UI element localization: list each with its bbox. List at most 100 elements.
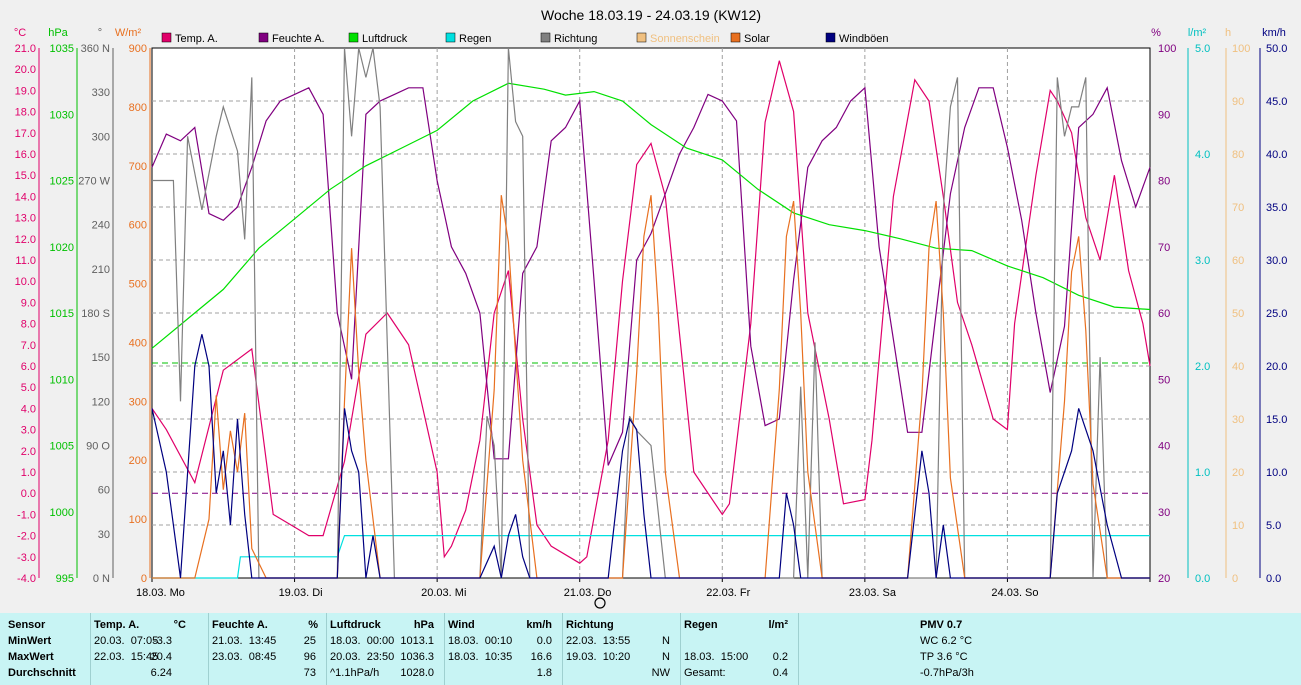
sunshine-tick-label: 10: [1232, 520, 1244, 532]
x-tick-label: 22.03. Fr: [706, 587, 750, 599]
rain-tick-label: 1.0: [1195, 467, 1210, 479]
direction-tick-label: 360 N: [81, 43, 110, 55]
stats-row-label: Durchschnitt: [8, 667, 76, 679]
stats-divider: [326, 613, 327, 685]
pressure-tick-label: 1025: [50, 176, 74, 188]
temp-tick-label: 7.0: [21, 340, 36, 352]
direction-axis-unit: °: [98, 27, 102, 39]
stats-cell: 18.03. 00:00: [330, 635, 395, 647]
direction-tick-label: 210: [92, 264, 110, 276]
rain-tick-label: 2.0: [1195, 361, 1210, 373]
stats-header: Temp. A.: [94, 619, 140, 631]
direction-tick-label: 240: [92, 220, 110, 232]
stats-unit: hPa: [413, 619, 434, 631]
stats-divider: [208, 613, 209, 685]
pressure-tick-label: 1010: [50, 374, 74, 386]
sunshine-tick-label: 60: [1232, 255, 1244, 267]
chart-title: Woche 18.03.19 - 24.03.19 (KW12): [541, 7, 761, 23]
wind-tick-label: 40.0: [1266, 149, 1287, 161]
stats-value: 1013.1: [400, 635, 434, 647]
stats-cell: 20.03. 07:05: [94, 635, 159, 647]
stats-row-label: MaxWert: [8, 651, 54, 663]
solar-tick-label: 0: [141, 573, 147, 585]
sunshine-tick-label: 50: [1232, 308, 1244, 320]
stats-value: 1036.3: [400, 651, 434, 663]
temp-tick-label: -3.0: [17, 552, 36, 564]
temp-tick-label: 13.0: [15, 213, 36, 225]
stats-cell: 19.03. 10:20: [566, 651, 631, 663]
temp-tick-label: -4.0: [17, 573, 36, 585]
temp-tick-label: 21.0: [15, 43, 36, 55]
stats-cell: ^1.1hPa/h: [330, 667, 380, 679]
solar-tick-label: 200: [129, 455, 147, 467]
wind-tick-label: 10.0: [1266, 467, 1287, 479]
legend-swatch: [258, 32, 269, 43]
pressure-tick-label: 1005: [50, 441, 74, 453]
legend-swatch: [161, 32, 172, 43]
humidity-tick-label: 90: [1158, 109, 1170, 121]
moon-phase-icon: [594, 597, 606, 609]
stats-divider: [90, 613, 91, 685]
stats-cell: -0.7hPa/3h: [920, 667, 974, 679]
humidity-tick-label: 50: [1158, 374, 1170, 386]
humidity-tick-label: 80: [1158, 176, 1170, 188]
wind-tick-label: 35.0: [1266, 202, 1287, 214]
solar-tick-label: 900: [129, 43, 147, 55]
stats-header: Wind: [448, 619, 475, 631]
solar-tick-label: 800: [129, 102, 147, 114]
weather-chart: Woche 18.03.19 - 24.03.19 (KW12) °C 21.0 20…: [14, 7, 1287, 609]
series-line-temp-a: [151, 60, 1151, 564]
sunshine-tick-label: 30: [1232, 414, 1244, 426]
rain-tick-label: 5.0: [1195, 43, 1210, 55]
x-tick-label: 21.03. Do: [564, 587, 612, 599]
x-tick-label: 24.03. So: [991, 587, 1038, 599]
temp-tick-label: 18.0: [15, 107, 36, 119]
stats-header: Regen: [684, 619, 718, 631]
stats-header: Richtung: [566, 619, 614, 631]
wind-axis-unit: km/h: [1262, 27, 1286, 39]
temp-tick-label: 17.0: [15, 128, 36, 140]
legend-swatch: [348, 32, 359, 43]
temp-tick-label: 2.0: [21, 446, 36, 458]
stats-value: 20.4: [150, 651, 172, 663]
legend-label: Feuchte A.: [272, 33, 325, 45]
humidity-tick-label: 70: [1158, 242, 1170, 254]
stats-divider: [562, 613, 563, 685]
x-tick-label: 18.03. Mo: [136, 587, 185, 599]
series-line-windb-en: [151, 334, 1150, 579]
stats-value: 25: [303, 635, 316, 647]
rain-tick-label: 4.0: [1195, 149, 1210, 161]
stats-value: NW: [651, 667, 670, 679]
stats-cell: 23.03. 08:45: [212, 651, 277, 663]
pressure-tick-label: 1015: [50, 308, 74, 320]
stats-unit: °C: [173, 619, 186, 631]
temp-tick-label: 20.0: [15, 64, 36, 76]
temp-tick-label: 11.0: [15, 255, 36, 267]
pressure-tick-label: 1035: [50, 43, 74, 55]
direction-tick-label: 180 S: [81, 308, 110, 320]
temp-tick-label: -1.0: [17, 509, 36, 521]
stats-table: Sensor MinWert MaxWert Durchschnitt Temp. A.…: [0, 613, 1301, 685]
temp-tick-label: 5.0: [21, 382, 36, 394]
temp-tick-label: 12.0: [15, 234, 36, 246]
stats-divider: [798, 613, 799, 685]
x-tick-label: 19.03. Di: [279, 587, 323, 599]
pressure-axis-unit: hPa: [48, 27, 68, 39]
temp-tick-label: -2.0: [17, 531, 36, 543]
stats-value: 6.24: [150, 667, 172, 679]
humidity-tick-label: 100: [1158, 43, 1176, 55]
temp-tick-label: 1.0: [21, 467, 36, 479]
legend-label: Richtung: [554, 33, 597, 45]
legend-label: Luftdruck: [362, 33, 408, 45]
x-tick-label: 23.03. Sa: [849, 587, 897, 599]
pressure-tick-label: 1020: [50, 242, 74, 254]
x-tick-label: 20.03. Mi: [421, 587, 466, 599]
stats-value: N: [662, 635, 670, 647]
stats-divider: [680, 613, 681, 685]
temp-tick-label: 15.0: [15, 170, 36, 182]
humidity-tick-label: 30: [1158, 507, 1170, 519]
sunshine-tick-label: 80: [1232, 149, 1244, 161]
stats-cell: 20.03. 23:50: [330, 651, 395, 663]
direction-tick-label: 120: [92, 396, 110, 408]
temp-tick-label: 16.0: [15, 149, 36, 161]
